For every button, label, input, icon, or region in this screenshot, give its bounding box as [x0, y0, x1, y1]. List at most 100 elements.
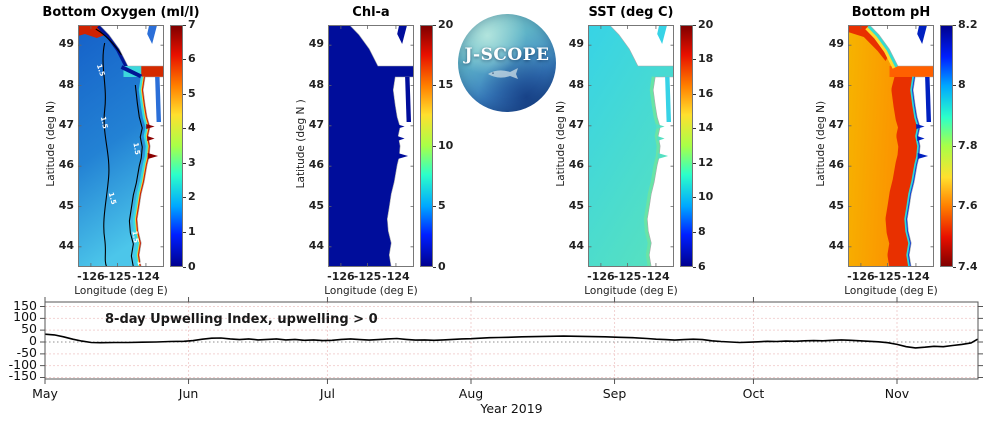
- map-ph: [848, 25, 934, 267]
- lon-tick-sst: -126: [587, 270, 615, 283]
- lon-tick-sst: -125: [613, 270, 642, 283]
- land-south: [387, 76, 414, 267]
- colorbar-label-chla: 20: [438, 17, 454, 31]
- map-border: [78, 25, 164, 267]
- colorbar-tickmark-chla: [433, 145, 436, 147]
- lon-tick-ph: -124: [902, 270, 930, 283]
- colorbar-label-chla: 15: [438, 78, 454, 91]
- lat-tick-sst: 49: [568, 37, 584, 51]
- map-chla: [328, 25, 414, 267]
- colorbar-label-chla: 0: [438, 259, 446, 273]
- lon-tick-chla: -125: [353, 270, 382, 283]
- georgia-strait-water: [147, 25, 158, 44]
- lat-tick-ph: 49: [828, 37, 844, 51]
- land-south: [137, 76, 164, 267]
- colorbar-label-chla: 10: [438, 138, 454, 152]
- estuary-0: [146, 124, 155, 129]
- ts-month-tick: Jul: [319, 386, 335, 401]
- estuary-2: [147, 153, 159, 159]
- jscope-logo: J-SCOPE: [458, 14, 556, 112]
- colorbar-tickmark-oxygen: [183, 266, 186, 268]
- georgia-strait-water: [397, 25, 408, 44]
- panel-title-chla: Chl-a: [352, 5, 390, 20]
- map-sst: [588, 25, 674, 267]
- lat-tick-chla: 48: [308, 77, 324, 91]
- georgia-strait-water: [917, 25, 928, 44]
- lon-tick-oxygen: -125: [103, 270, 132, 283]
- ts-ytick: -100: [8, 356, 37, 372]
- xlabel-chla: Longitude (deg E): [324, 285, 418, 297]
- ts-ytick: 150: [13, 297, 37, 313]
- colorbar-tickmark-oxygen: [183, 162, 186, 164]
- colorbar-label-sst: 6: [698, 259, 706, 273]
- lat-tick-sst: 46: [568, 158, 584, 172]
- lat-tick-chla: 44: [308, 238, 324, 252]
- lat-tick-oxygen: 48: [58, 77, 74, 91]
- xlabel-oxygen: Longitude (deg E): [74, 285, 168, 297]
- lon-tick-oxygen: -126: [77, 270, 105, 283]
- ts-ytick: 100: [13, 309, 37, 325]
- contour-label: 1.5: [135, 260, 145, 267]
- colorbar-label-oxygen: 7: [188, 17, 196, 31]
- colorbar-tickmark-sst: [693, 197, 696, 199]
- estuary-1: [147, 136, 155, 141]
- land-south: [907, 76, 934, 267]
- puget-sound-water: [665, 77, 672, 122]
- colorbar-label-chla: 5: [438, 199, 446, 212]
- estuary-1: [917, 136, 925, 141]
- colorbar-tickmark-oxygen: [183, 128, 186, 130]
- contour-label: 1.5: [131, 142, 141, 156]
- upwelling-series-line: [44, 333, 978, 349]
- colorbar-ph: [940, 25, 953, 267]
- lat-tick-ph: 45: [828, 198, 844, 212]
- ts-annotation: 8-day Upwelling Index, upwelling > 0: [105, 312, 378, 327]
- estuary-1: [397, 136, 405, 141]
- colorbar-tickmark-chla: [433, 24, 436, 26]
- lat-tick-sst: 45: [568, 198, 584, 212]
- colorbar-label-oxygen: 3: [188, 155, 196, 169]
- colorbar-label-sst: 18: [698, 52, 714, 66]
- strait-navy-streak: [120, 65, 143, 79]
- ts-xlabel: Year 2019: [480, 401, 543, 416]
- lat-tick-chla: 45: [308, 198, 324, 212]
- lat-tick-oxygen: 47: [58, 117, 74, 131]
- panel-title-ph: Bottom pH: [851, 5, 931, 20]
- ts-month-tick: Sep: [602, 386, 627, 401]
- colorbar-tickmark-oxygen: [183, 231, 186, 233]
- puget-sound-water: [155, 77, 162, 122]
- colorbar-sst: [680, 25, 693, 267]
- estuary-1: [657, 136, 665, 141]
- ts-month-tick: Nov: [884, 386, 910, 401]
- lon-tick-chla: -126: [327, 270, 355, 283]
- lat-tick-ph: 46: [828, 158, 844, 172]
- lat-tick-ph: 47: [828, 117, 844, 131]
- lat-tick-oxygen: 44: [58, 238, 74, 252]
- colorbar-chla: [420, 25, 433, 267]
- lon-tick-ph: -126: [847, 270, 875, 283]
- colorbar-tickmark-sst: [693, 231, 696, 233]
- colorbar-tickmark-sst: [693, 24, 696, 26]
- colorbar-label-ph: 8.2: [958, 17, 978, 31]
- colorbar-oxygen: [170, 25, 183, 267]
- fish-icon: [488, 67, 518, 79]
- colorbar-tickmark-oxygen: [183, 59, 186, 61]
- colorbar-tickmark-sst: [693, 93, 696, 95]
- map-oxygen: 1.5 1.5 1.5 1.5 1.5 1.5: [78, 25, 164, 267]
- puget-sound-water: [405, 77, 412, 122]
- contour-1p5-nearshore: [128, 84, 143, 267]
- colorbar-tickmark-sst: [693, 266, 696, 268]
- ts-month-tick: Aug: [458, 386, 484, 401]
- lat-tick-chla: 49: [308, 37, 324, 51]
- lat-tick-ph: 44: [828, 238, 844, 252]
- colorbar-label-sst: 8: [698, 224, 706, 238]
- strait: [889, 66, 934, 77]
- ts-ytick: -150: [8, 368, 37, 384]
- ts-month-tick: May: [32, 386, 58, 401]
- colorbar-tickmark-sst: [693, 128, 696, 130]
- estuary-2: [657, 153, 669, 159]
- colorbar-tickmark-ph: [953, 24, 956, 26]
- lon-tick-ph: -125: [873, 270, 902, 283]
- ts-ytick: 50: [21, 321, 37, 337]
- strait-red: [141, 66, 164, 77]
